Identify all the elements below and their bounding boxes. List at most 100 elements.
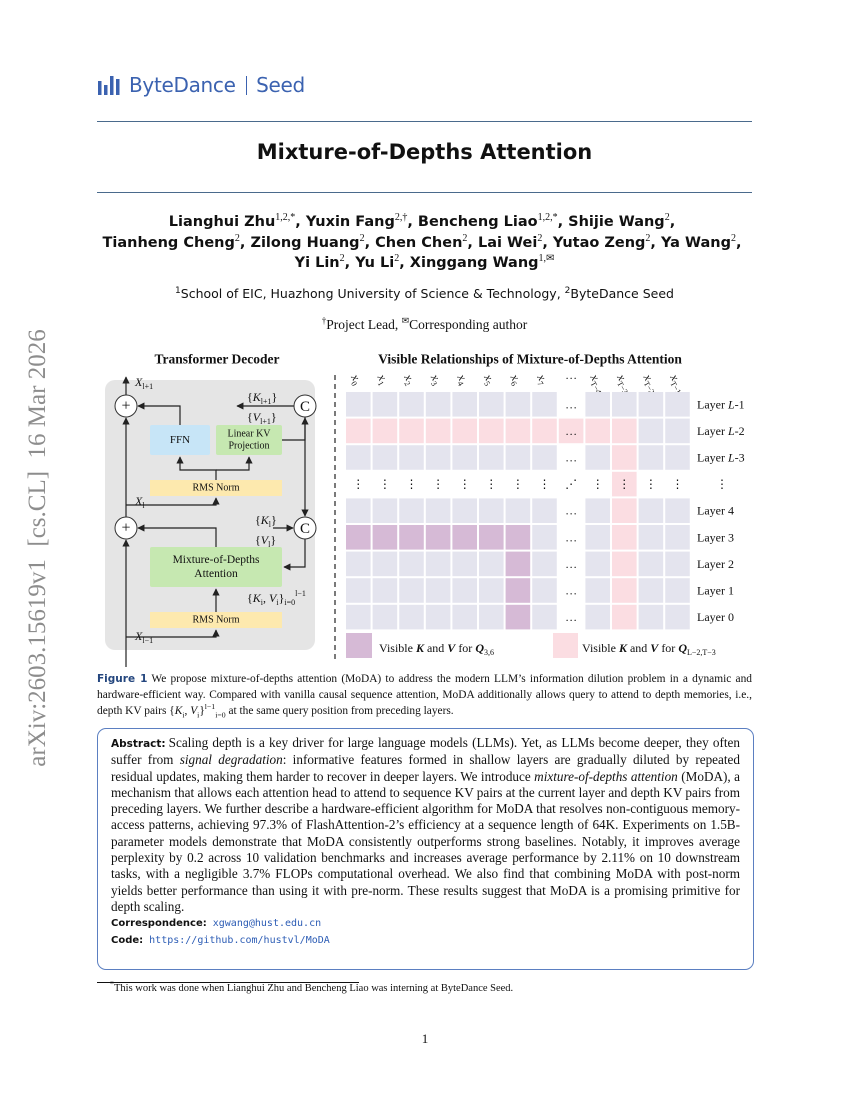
grid-cell (505, 604, 531, 630)
top-rule (97, 121, 752, 122)
author-name: Lai Wei (477, 234, 538, 251)
text-segment: and (424, 641, 447, 655)
grid-cell (665, 551, 690, 577)
row-label: Layer 0 (697, 610, 734, 624)
text-segment: V (253, 410, 262, 424)
grid-cell (612, 471, 637, 497)
grid-cell (425, 604, 451, 630)
text-segment: 2 (403, 379, 413, 387)
grid-ellipsis: … (565, 397, 577, 411)
grid-cell (372, 445, 398, 470)
column-label: x6 (506, 371, 525, 388)
state-label: Xl−1 (134, 629, 153, 645)
grid-cell (665, 578, 690, 603)
grid-ellipsis: ⋮ (432, 477, 444, 491)
text-segment: L−2,T−3 (687, 648, 716, 657)
grid-cell (558, 418, 584, 444)
text-segment: l (268, 540, 271, 549)
grid-cell (399, 445, 424, 470)
text-segment: K (618, 641, 628, 655)
text-segment: K (415, 641, 425, 655)
grid-cell (479, 525, 504, 550)
grid-cell (399, 498, 424, 523)
author-affiliation: 2 (394, 253, 400, 265)
grid-cell (346, 392, 371, 417)
author-name: Yutao Zeng (552, 234, 646, 251)
text-segment: i (261, 598, 264, 607)
kv-label: {Kl} (255, 513, 277, 529)
text-segment: X (134, 629, 143, 643)
text-segment: , (184, 705, 191, 717)
text-segment: L (727, 397, 735, 411)
author-affiliation: 2 (339, 253, 345, 265)
grid-cell (479, 498, 504, 523)
grid-cell (505, 498, 531, 523)
text-segment: and (627, 641, 650, 655)
text-segment: X (134, 494, 143, 508)
author-affiliation: 1,2,* (537, 212, 558, 224)
author-affiliation: 2,† (394, 212, 408, 224)
row-label: Layer 2 (697, 557, 734, 571)
column-label: x5 (479, 371, 498, 388)
grid-cell (399, 578, 424, 603)
text-segment: V (447, 641, 456, 655)
text-segment: mixture-of-depths attention (534, 768, 678, 784)
logo: ByteDance Seed (97, 70, 305, 100)
email-link[interactable]: xgwang@hust.edu.cn (212, 918, 322, 930)
grid-ellipsis: ⋮ (512, 477, 524, 491)
text-segment: X (134, 375, 143, 389)
text-segment: 0 (350, 379, 360, 387)
panel-title: Transformer Decoder (154, 352, 279, 367)
affiliations-text: School of EIC, Huazhong University of Sc… (180, 286, 565, 301)
author-separator: , (399, 255, 410, 271)
kv-label: {Vl} (255, 533, 276, 549)
grid-cell (585, 498, 610, 523)
state-label: Xl (134, 494, 145, 510)
grid-ellipsis: ⋮ (485, 477, 497, 491)
author-line: Lianghui Zhu1,2,*, Yuxin Fang2,†, Benche… (97, 212, 752, 233)
decoder-block (105, 380, 315, 650)
text-segment: Layer (697, 451, 728, 465)
text-segment: l−1 (295, 589, 306, 598)
norm-box (150, 480, 282, 496)
grid-ellipsis: ⋮ (459, 477, 471, 491)
logo-divider (245, 75, 248, 95)
title-rule (97, 192, 752, 193)
text-segment: i (276, 598, 279, 607)
code-link[interactable]: https://github.com/hustvl/MoDA (149, 935, 330, 947)
column-label: x1 (373, 371, 392, 388)
text-segment: K (252, 591, 262, 605)
caption-label: Figure 1 (97, 673, 148, 685)
ffn-label: FFN (170, 434, 190, 446)
text-segment: 4 (456, 379, 466, 387)
grid-cell (612, 498, 637, 523)
text-segment: i=0 (215, 710, 226, 720)
footnote: *This work was done when Lianghui Zhu an… (110, 980, 513, 994)
add-node (114, 394, 138, 418)
text-segment: l+1 (260, 417, 271, 426)
grid-cell (452, 498, 477, 523)
text-segment: for (455, 641, 475, 655)
author-name: Yi Lin (294, 255, 340, 271)
correspondence-label: Correspondence: (111, 918, 207, 930)
author-affiliation: 2 (234, 232, 240, 244)
abstract-box: Abstract: Scaling depth is a key driver f… (97, 728, 754, 970)
grid-cell (452, 392, 477, 417)
add-symbol: + (121, 520, 130, 537)
text-segment: -3 (735, 451, 745, 465)
grid-cell (425, 551, 451, 577)
grid-cell (638, 604, 664, 630)
author-separator: , (557, 214, 569, 230)
grid-cell (425, 392, 451, 417)
text-segment: i (182, 710, 185, 720)
grid-cell (585, 392, 610, 417)
ffn-box (150, 425, 210, 455)
affiliations-text: ByteDance Seed (570, 286, 674, 301)
grid-cell (372, 604, 398, 630)
logo-icon (98, 76, 120, 95)
grid-ellipsis: ⋰ (565, 477, 577, 491)
row-label: Layer 3 (697, 530, 734, 544)
text-segment: L (727, 424, 735, 438)
figure: Transformer Decoder + C + C FFN Linear K… (105, 352, 745, 667)
grid-cell (585, 578, 610, 603)
